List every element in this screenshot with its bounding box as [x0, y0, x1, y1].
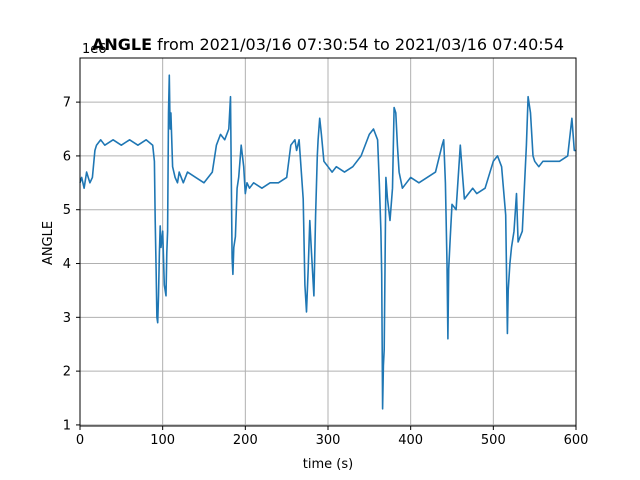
y-offset-label: 1e6 [82, 42, 107, 57]
x-axis-ticks: 0 100 200 300 400 500 600 [76, 426, 589, 448]
x-axis-label: time (s) [303, 457, 353, 472]
x-tick-label: 500 [481, 433, 506, 448]
y-tick-label: 1 [63, 418, 71, 433]
x-tick-label: 0 [76, 433, 84, 448]
y-tick-label: 7 [63, 96, 71, 111]
x-tick-label: 100 [150, 433, 175, 448]
x-tick-label: 400 [398, 433, 423, 448]
y-axis-label: ANGLE [41, 221, 56, 265]
grid-lines [79, 58, 577, 426]
x-tick-label: 300 [316, 433, 341, 448]
chart-title: ANGLE from 2021/03/16 07:30:54 to 2021/0… [92, 35, 564, 54]
chart-title-rest: from 2021/03/16 07:30:54 to 2021/03/16 0… [152, 35, 564, 54]
chart-title-bold: ANGLE [92, 35, 152, 54]
y-tick-label: 5 [63, 203, 71, 218]
x-tick-label: 600 [564, 433, 589, 448]
y-tick-label: 2 [63, 365, 71, 380]
x-tick-label: 200 [233, 433, 258, 448]
series-line [79, 74, 576, 410]
y-tick-label: 3 [63, 311, 71, 326]
y-tick-label: 4 [63, 257, 71, 272]
y-tick-label: 6 [63, 149, 71, 164]
series-group [79, 74, 576, 410]
y-axis-ticks: 1 2 3 4 5 6 7 [63, 96, 80, 433]
